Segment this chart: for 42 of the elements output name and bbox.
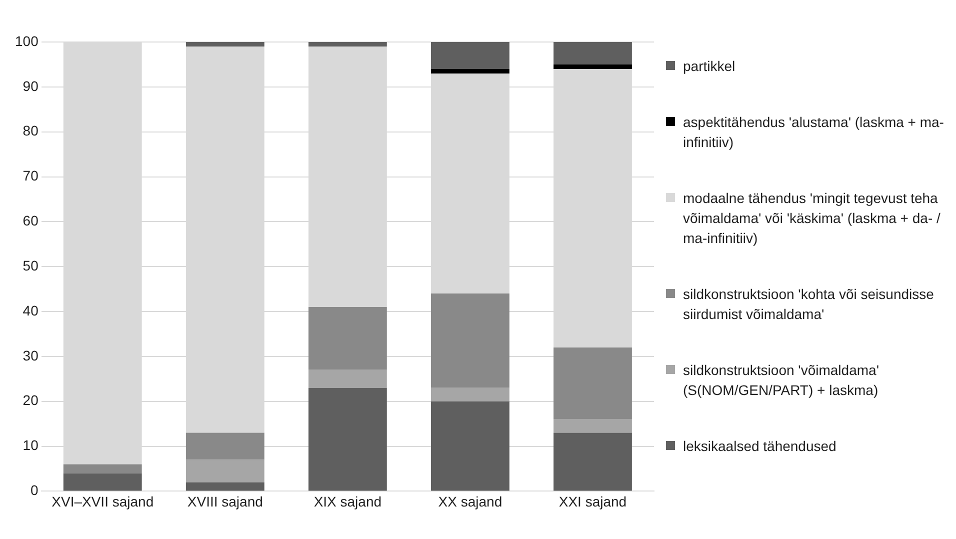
bar [554,42,632,64]
legend-label: partikkel [683,57,736,76]
y-tick-label: 90 [22,78,39,94]
bar [554,432,632,491]
bar [308,307,387,370]
y-tick-label: 70 [22,168,39,184]
legend-label: sildkonstruktsioon 'kohta või seisundisse siirdumist võimaldama' [683,285,935,324]
bar [431,294,510,388]
bar [308,388,387,491]
bar [431,42,510,69]
x-tick-label: XVI–XVII sajand [52,493,154,510]
bar [308,42,387,46]
bar [554,419,632,433]
bar [554,64,632,69]
legend-label: sildkonstruktsioon 'võimaldama' (S(NOM/GEN/PART) + laskma) [683,361,880,400]
x-tick-label: XXI sajand [558,493,627,510]
y-tick-label: 80 [22,122,39,139]
bar [186,482,264,491]
legend-label: leksikaalsed tähendused [683,437,836,456]
bar [186,460,264,482]
x-tick-label: XVIII sajand [187,493,263,510]
y-tick-label: 20 [22,392,39,408]
y-tick-label: 100 [15,32,39,49]
legend-label: modaalne tähendus 'mingit tegevust teha võimaldama' või 'käskima' (laskma + da- / ma-infinitiiv) [683,189,942,248]
y-tick-label: 0 [30,482,39,498]
y-tick-label: 40 [22,302,39,318]
y-tick-label: 30 [22,347,39,364]
bar [186,42,264,46]
x-tick-label: XIX sajand [314,493,382,510]
bar [63,473,142,491]
bar [431,68,510,74]
y-tick-label: 50 [22,257,39,274]
bar [308,370,387,388]
bar [63,464,142,474]
y-tick-label: 10 [22,437,39,454]
bar [186,432,264,460]
y-tick-label: 60 [22,212,39,229]
bar [554,347,632,420]
legend-label: aspektitähendus 'alustama' (laskma + ma-infinitiiv) [683,113,945,152]
x-tick-label: XX sajand [438,493,502,510]
bar [431,388,510,402]
bar [431,401,510,491]
